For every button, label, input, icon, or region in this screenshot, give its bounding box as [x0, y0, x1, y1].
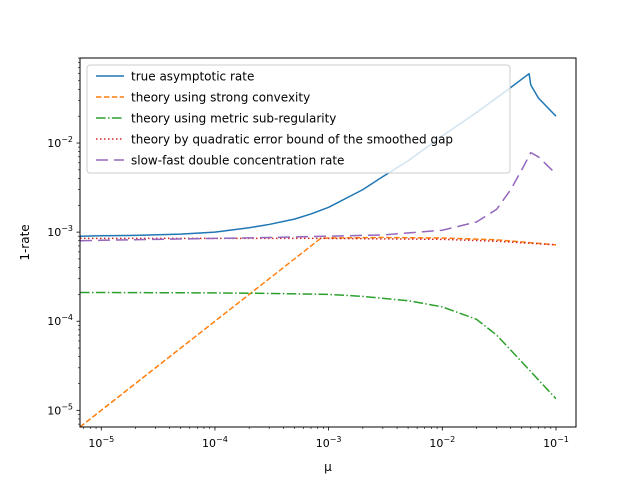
- legend-label-1: true asymptotic rate: [131, 70, 254, 84]
- x-tick-label: 10−3: [316, 435, 342, 450]
- legend-label-3: theory using metric sub-regularity: [131, 112, 336, 126]
- plot-frame: [79, 57, 577, 428]
- series-layer: [80, 72, 557, 427]
- x-axis: 10−5 10−4 10−3 10−2 10−1: [83, 427, 569, 450]
- x-tick-label: 10−1: [543, 435, 569, 450]
- series-line-1: [80, 72, 557, 237]
- y-tick-label: 10−2: [47, 135, 73, 150]
- series-line-3: [80, 291, 557, 400]
- legend-box: [86, 64, 511, 174]
- series-line-4: [80, 237, 557, 246]
- y-tick-label: 10−4: [47, 313, 73, 328]
- legend-label-2: theory using strong convexity: [131, 91, 310, 105]
- legend: true asymptotic rate theory using strong …: [86, 64, 511, 174]
- series-line-5: [80, 151, 557, 242]
- x-tick-label: 10−5: [88, 435, 114, 450]
- y-axis-label: 1-rate: [18, 224, 32, 260]
- legend-label-5: slow-fast double concentration rate: [131, 154, 344, 168]
- x-tick-label: 10−4: [202, 435, 228, 450]
- legend-label-4: theory by quadratic error bound of the s…: [131, 133, 453, 147]
- x-tick-label: 10−2: [429, 435, 455, 450]
- y-axis: 10−5 10−4 10−3 10−2: [47, 57, 80, 425]
- series-line-2: [80, 236, 557, 427]
- x-axis-label: μ: [324, 460, 332, 474]
- y-tick-label: 10−5: [47, 402, 73, 417]
- y-tick-label: 10−3: [47, 224, 73, 239]
